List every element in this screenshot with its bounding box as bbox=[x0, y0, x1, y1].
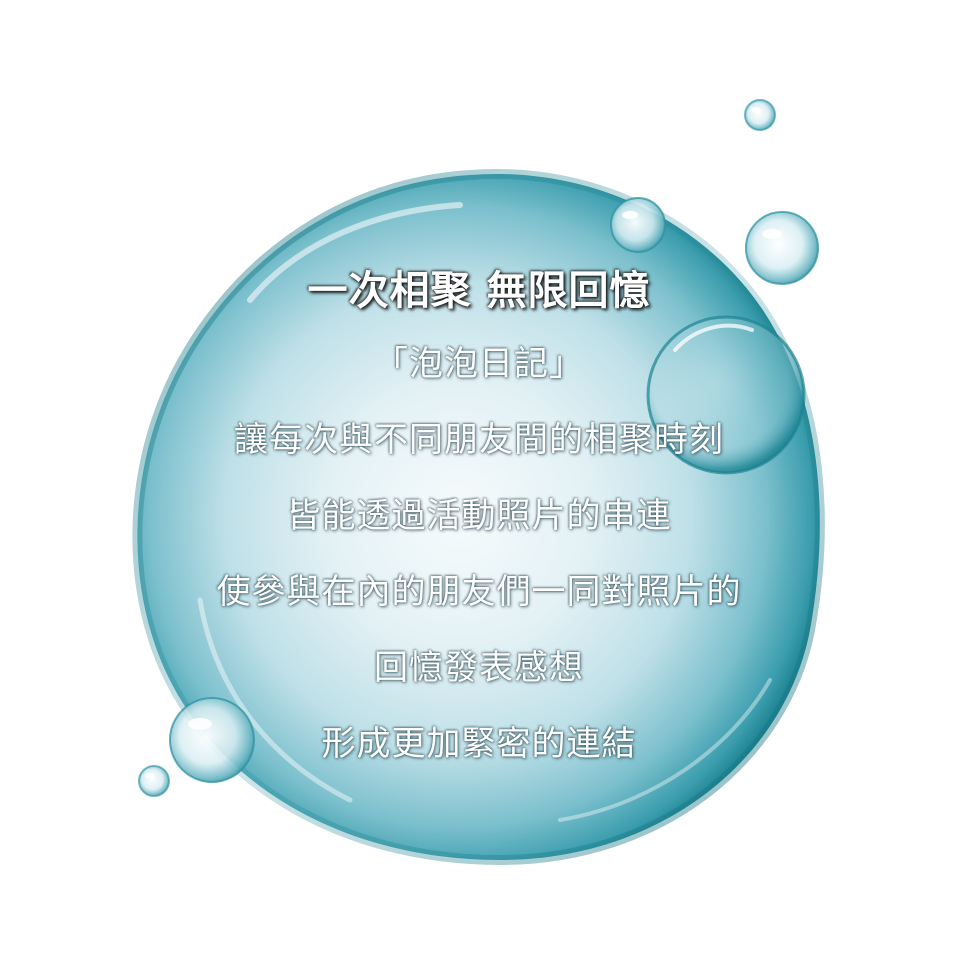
droplet-top-small bbox=[745, 100, 775, 130]
body-line: 形成更加緊密的連結 bbox=[321, 724, 637, 764]
droplet-right bbox=[746, 212, 818, 284]
body-line: 讓每次與不同朋友間的相聚時刻 bbox=[234, 420, 724, 460]
body-line-title: 「泡泡日記」 bbox=[374, 344, 584, 384]
body-line: 回憶發表感想 bbox=[374, 648, 584, 688]
main-bubble bbox=[137, 173, 820, 861]
body-line: 皆能透過活動照片的串連 bbox=[286, 496, 672, 536]
overlap-bubble bbox=[648, 317, 804, 473]
droplet-bottom-tiny bbox=[139, 766, 169, 796]
body-line: 使參與在內的朋友們一同對照片的 bbox=[216, 572, 742, 612]
droplet-bottom-left bbox=[170, 698, 254, 782]
headline: 一次相聚 無限回憶 bbox=[307, 268, 651, 314]
droplet-top-mid bbox=[611, 198, 665, 252]
